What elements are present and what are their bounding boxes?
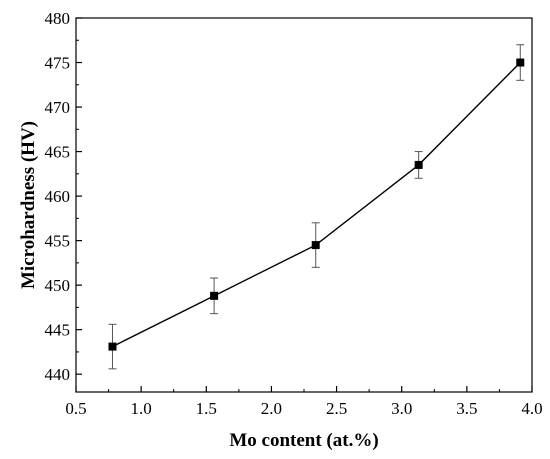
- data-point: [516, 58, 525, 67]
- y-tick-label: 455: [45, 232, 71, 251]
- y-tick-label: 445: [45, 321, 71, 340]
- x-tick-label: 4.0: [521, 399, 542, 418]
- x-axis: 0.5 1.0 1.5 2.0 2.5 3.0 3.5 4.0: [65, 386, 543, 418]
- x-tick-label: 0.5: [65, 399, 86, 418]
- plot-area: [75, 17, 533, 393]
- data-point: [311, 241, 320, 250]
- y-tick-label: 460: [45, 187, 71, 206]
- series: [108, 44, 525, 370]
- x-tick-label: 2.5: [326, 399, 347, 418]
- x-tick-label: 2.0: [261, 399, 282, 418]
- y-tick-label: 470: [45, 98, 71, 117]
- x-tick-label: 3.0: [391, 399, 412, 418]
- data-point: [210, 291, 219, 300]
- x-tick-label: 1.5: [196, 399, 217, 418]
- y-tick-label: 480: [45, 9, 71, 28]
- plot-frame: [75, 17, 533, 393]
- series-line: [112, 62, 521, 348]
- data-point: [108, 342, 117, 351]
- x-tick-label: 3.5: [456, 399, 477, 418]
- data-point: [414, 160, 423, 169]
- y-tick-label: 450: [45, 276, 71, 295]
- y-axis-title: Microhardness (HV): [18, 121, 39, 289]
- y-tick-label: 465: [45, 143, 71, 162]
- y-tick-label: 440: [45, 365, 71, 384]
- y-tick-label: 475: [45, 54, 71, 73]
- y-axis: 440 445 450 455 460 465 470 475 480: [45, 9, 82, 384]
- x-axis-title: Mo content (at.%): [229, 430, 378, 451]
- x-tick-label: 1.0: [131, 399, 152, 418]
